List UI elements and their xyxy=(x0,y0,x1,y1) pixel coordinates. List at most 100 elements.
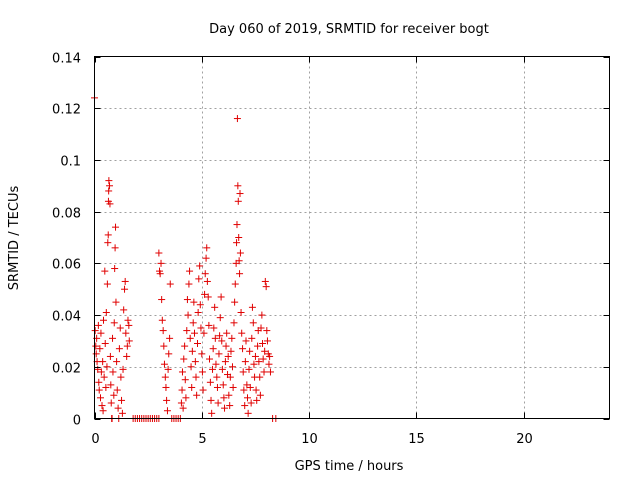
data-point xyxy=(210,324,218,332)
data-point xyxy=(125,337,133,345)
data-point xyxy=(95,386,103,394)
data-point xyxy=(182,394,190,402)
data-point xyxy=(231,298,239,306)
data-point xyxy=(180,355,188,363)
data-point xyxy=(186,267,194,275)
data-point xyxy=(194,340,201,348)
data-point xyxy=(237,308,245,316)
data-point xyxy=(105,177,113,185)
data-point xyxy=(262,283,270,291)
data-point xyxy=(239,368,247,376)
data-point xyxy=(163,407,171,415)
data-point xyxy=(103,363,111,371)
data-point xyxy=(117,373,125,381)
data-point xyxy=(246,383,254,391)
data-point xyxy=(235,234,243,241)
data-point xyxy=(104,231,112,239)
data-point xyxy=(204,293,212,301)
data-point xyxy=(111,244,119,252)
data-point xyxy=(92,342,100,350)
data-point xyxy=(161,373,169,381)
data-point xyxy=(107,399,115,407)
data-point xyxy=(259,340,267,348)
data-point xyxy=(113,386,121,394)
data-point xyxy=(231,280,239,288)
data-points xyxy=(91,94,280,422)
data-point xyxy=(248,303,256,311)
x-tick-label: 0 xyxy=(91,432,99,447)
data-point xyxy=(119,365,127,373)
y-tick-label: 0.06 xyxy=(52,258,81,273)
data-point xyxy=(242,337,250,345)
data-point xyxy=(91,327,99,335)
data-point xyxy=(100,373,108,381)
data-point xyxy=(166,280,174,288)
data-point xyxy=(263,337,271,345)
data-point xyxy=(185,280,193,288)
y-axis-title: SRMTID / TECUs xyxy=(7,186,22,291)
data-point xyxy=(109,368,117,376)
x-tick-label: 15 xyxy=(408,432,425,447)
data-point xyxy=(241,402,249,410)
data-point xyxy=(188,383,196,391)
data-point xyxy=(257,324,265,332)
grid-lines xyxy=(94,56,610,419)
data-point xyxy=(217,293,225,301)
data-point xyxy=(260,368,268,376)
data-point xyxy=(226,402,234,410)
data-point xyxy=(193,391,201,399)
data-point xyxy=(219,381,227,389)
data-point xyxy=(105,187,113,195)
data-point xyxy=(216,314,224,322)
data-point xyxy=(211,303,219,311)
data-point xyxy=(111,265,119,273)
data-point xyxy=(118,409,126,417)
data-point xyxy=(177,399,185,407)
data-point xyxy=(208,409,216,417)
data-point xyxy=(191,358,199,366)
data-point xyxy=(162,383,170,391)
data-point xyxy=(183,327,191,335)
x-axis-tick-labels: 0 5 10 15 20 xyxy=(91,432,532,447)
data-point xyxy=(158,316,166,324)
data-point xyxy=(198,368,206,376)
data-point xyxy=(236,270,244,278)
data-point xyxy=(207,396,215,404)
data-point xyxy=(102,383,110,391)
data-point xyxy=(239,345,247,353)
data-point xyxy=(236,190,244,198)
data-point xyxy=(222,342,230,350)
data-point xyxy=(234,182,242,190)
data-point xyxy=(97,329,105,337)
data-point xyxy=(259,355,267,363)
data-point xyxy=(160,342,168,350)
data-point xyxy=(234,197,242,205)
data-point xyxy=(101,267,109,275)
data-point xyxy=(104,239,112,247)
data-point xyxy=(99,358,107,366)
data-point xyxy=(197,324,205,332)
data-point xyxy=(214,399,222,407)
data-point xyxy=(181,376,189,384)
data-point xyxy=(228,334,236,342)
y-tick-label: 0 xyxy=(73,414,81,429)
data-point xyxy=(247,399,255,407)
data-point xyxy=(221,404,229,412)
data-point xyxy=(103,280,111,288)
data-point xyxy=(261,277,269,285)
data-point xyxy=(250,360,258,368)
data-point xyxy=(158,296,166,304)
data-point xyxy=(258,311,266,319)
data-point xyxy=(235,257,243,265)
data-point xyxy=(112,298,120,306)
data-point xyxy=(209,345,217,353)
data-point xyxy=(202,254,210,262)
x-tick-label: 10 xyxy=(301,432,318,447)
data-point xyxy=(100,316,108,324)
data-point xyxy=(200,329,208,337)
data-point xyxy=(240,386,248,394)
data-point xyxy=(190,298,198,306)
data-point xyxy=(159,327,167,335)
data-point xyxy=(254,342,262,350)
